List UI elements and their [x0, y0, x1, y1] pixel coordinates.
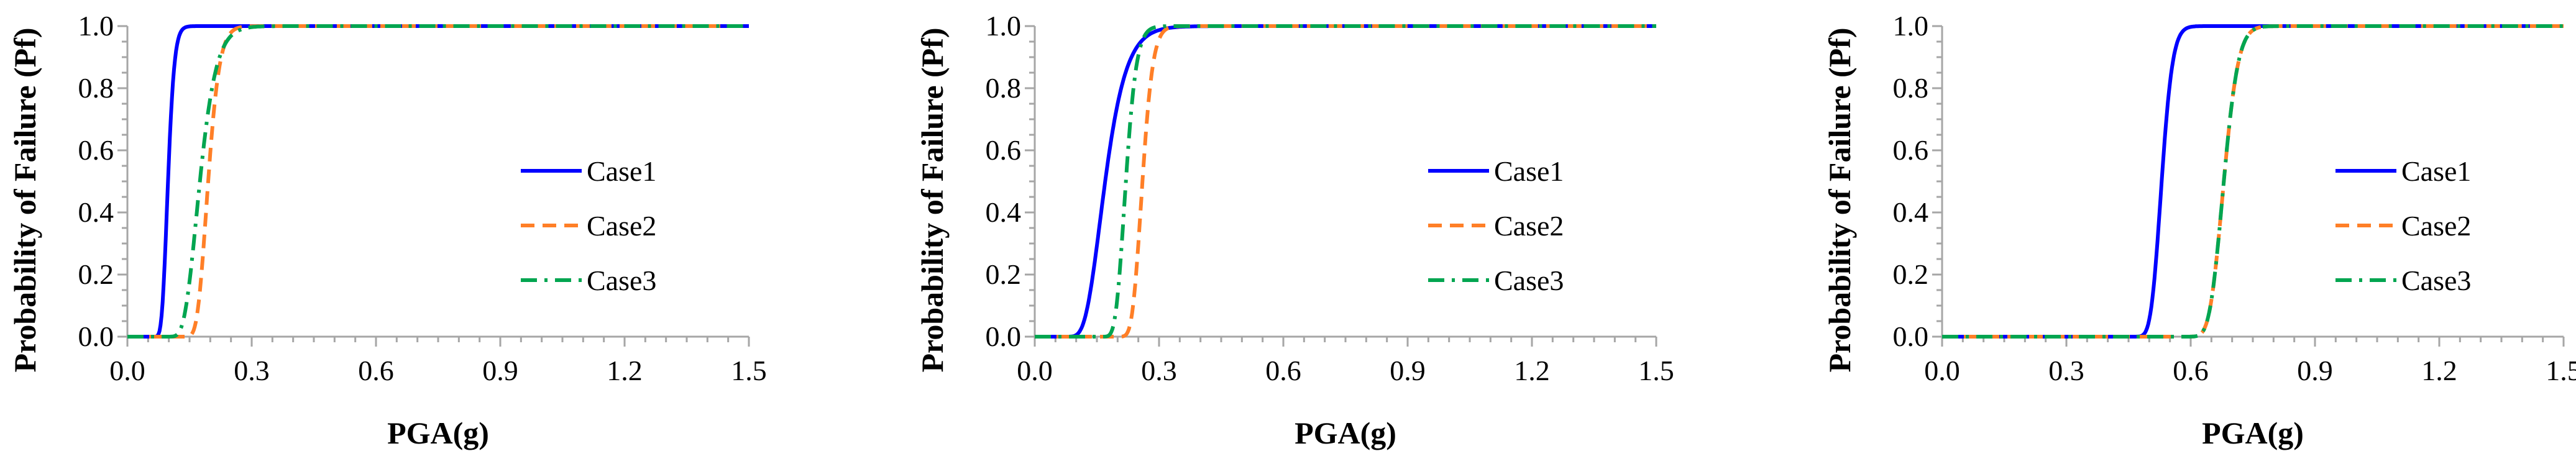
legend: Case1 Case2 Case3 [521, 155, 656, 296]
y-tick-label: 0.8 [1893, 72, 1929, 104]
x-tick-label: 0.9 [2297, 355, 2333, 386]
y-tick-label: 0.8 [986, 72, 1022, 104]
x-tick-label: 1.5 [1638, 355, 1674, 386]
x-tick-label: 1.2 [607, 355, 643, 386]
series-line-case3 [127, 24, 749, 339]
y-tick-label: 1.0 [986, 10, 1022, 42]
x-tick-label: 0.0 [1017, 355, 1053, 386]
chart-panel-1: 0.0 0.2 0.4 0.6 0.8 1.0 0.0 0.3 0.6 0.9 1.2 1.5 PGA(… [7, 10, 767, 450]
x-axis-title: PGA(g) [387, 416, 489, 450]
x-tick-label: 0.3 [234, 355, 270, 386]
x-tick-label: 0.6 [358, 355, 394, 386]
legend-label-case3: Case3 [2401, 265, 2471, 296]
y-tick-label: 0.2 [986, 258, 1022, 290]
x-axis-title: PGA(g) [1295, 416, 1396, 450]
y-axis-title: Probability of Failure (Pf) [1822, 27, 1857, 372]
x-tick-label: 1.2 [2421, 355, 2457, 386]
legend-label-case3: Case3 [587, 265, 656, 296]
y-tick-label: 0.4 [1893, 196, 1929, 228]
y-tick-label: 1.0 [1893, 10, 1929, 42]
x-tick-label: 0.6 [2173, 355, 2209, 386]
x-tick-label: 1.5 [731, 355, 767, 386]
legend: Case1 Case2 Case3 [1428, 155, 1564, 296]
legend-label-case3: Case3 [1494, 265, 1564, 296]
y-tick-label: 0.0 [986, 321, 1022, 352]
series-line-case3 [1942, 24, 2564, 339]
x-tick-label: 0.0 [109, 355, 145, 386]
legend-label-case2: Case2 [587, 210, 656, 242]
x-tick-label: 0.3 [1141, 355, 1177, 386]
y-tick-label: 0.6 [1893, 134, 1929, 166]
legend-label-case2: Case2 [1494, 210, 1564, 242]
legend-label-case1: Case1 [2401, 155, 2471, 187]
y-axis-title: Probability of Failure (Pf) [915, 27, 950, 372]
series-line-case3 [1035, 24, 1656, 339]
series-line-case2 [127, 24, 749, 339]
x-axis-title: PGA(g) [2202, 416, 2304, 450]
chart-panel-2: 0.0 0.2 0.4 0.6 0.8 1.0 0.0 0.3 0.6 0.9 1.2 1.5 PGA(… [915, 10, 1674, 450]
y-axis-title: Probability of Failure (Pf) [7, 27, 42, 372]
y-tick-label: 0.0 [1893, 321, 1929, 352]
x-tick-label: 0.3 [2048, 355, 2084, 386]
y-tick-label: 0.0 [78, 321, 114, 352]
x-tick-label: 0.6 [1265, 355, 1301, 386]
legend-label-case2: Case2 [2401, 210, 2471, 242]
x-tick-label: 1.5 [2546, 355, 2576, 386]
x-tick-label: 0.9 [482, 355, 518, 386]
x-tick-label: 0.9 [1390, 355, 1426, 386]
y-tick-label: 0.6 [986, 134, 1022, 166]
y-tick-label: 0.2 [1893, 258, 1929, 290]
y-tick-label: 0.8 [78, 72, 114, 104]
legend: Case1 Case2 Case3 [2335, 155, 2471, 296]
chart-panel-3: 0.0 0.2 0.4 0.6 0.8 1.0 0.0 0.3 0.6 0.9 1.2 1.5 PGA(… [1822, 10, 2576, 450]
y-tick-label: 1.0 [78, 10, 114, 42]
y-tick-label: 0.2 [78, 258, 114, 290]
legend-label-case1: Case1 [587, 155, 656, 187]
y-tick-label: 0.4 [986, 196, 1022, 228]
x-tick-label: 1.2 [1514, 355, 1550, 386]
x-tick-label: 0.0 [1924, 355, 1960, 386]
legend-label-case1: Case1 [1494, 155, 1564, 187]
y-tick-label: 0.6 [78, 134, 114, 166]
y-tick-label: 0.4 [78, 196, 114, 228]
